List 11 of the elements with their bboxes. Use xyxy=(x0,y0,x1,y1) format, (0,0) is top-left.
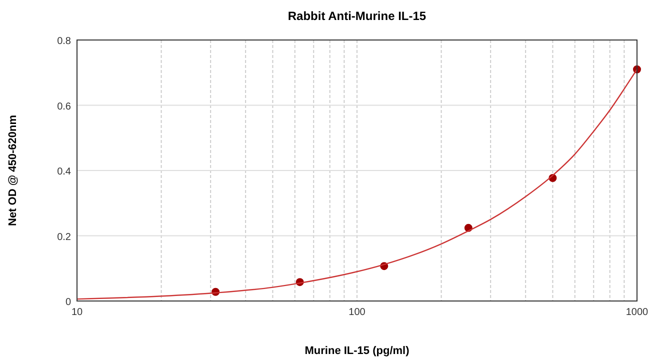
y-axis-title: Net OD @ 450-620nm xyxy=(7,114,19,226)
chart-title: Rabbit Anti-Murine IL-15 xyxy=(288,9,426,23)
y-tick-label: 0 xyxy=(65,297,72,308)
x-tick-label: 100 xyxy=(348,307,366,318)
y-tick-label: 0.2 xyxy=(57,232,72,243)
x-tick-label: 1000 xyxy=(626,307,649,318)
y-tick-label: 0.8 xyxy=(57,36,72,47)
x-tick-label: 10 xyxy=(71,307,83,318)
y-tick-label: 0.6 xyxy=(57,101,72,112)
x-axis-title: Murine IL-15 (pg/ml) xyxy=(304,345,410,357)
y-tick-label: 0.4 xyxy=(57,166,72,178)
